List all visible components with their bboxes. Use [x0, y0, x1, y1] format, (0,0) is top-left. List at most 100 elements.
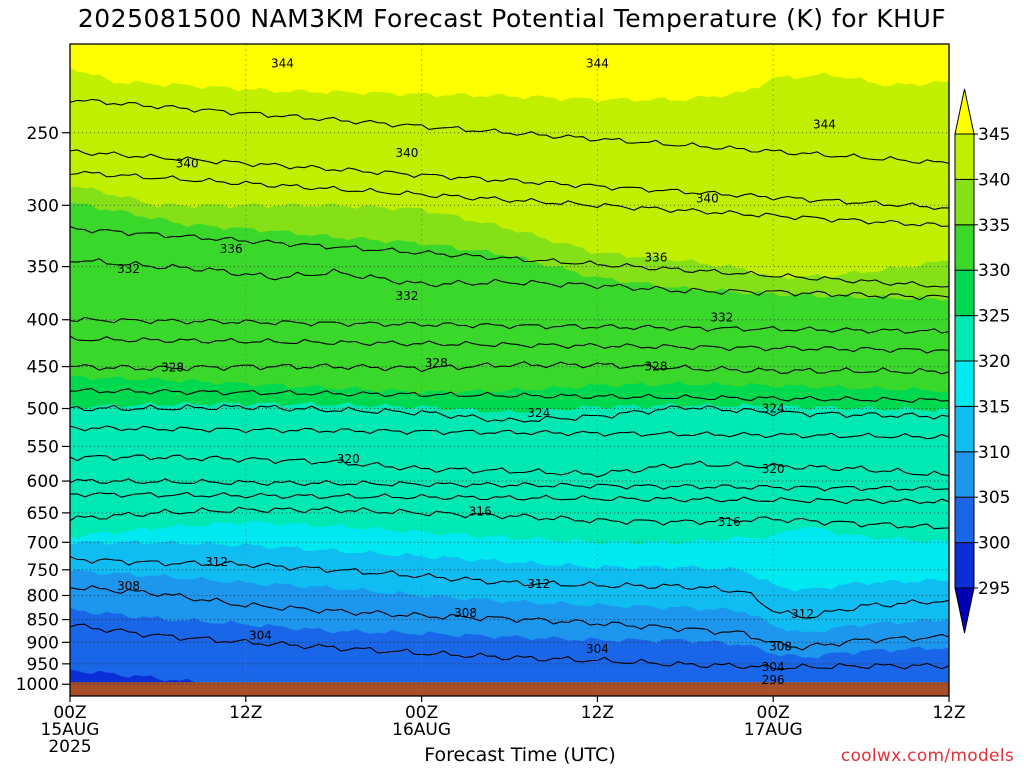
contour-line: [70, 316, 949, 334]
contour-label: 324: [527, 406, 550, 420]
contour-label: 316: [469, 505, 492, 519]
y-tick-label: 550: [27, 437, 59, 457]
legend-swatch: [954, 496, 975, 544]
contour-label: 332: [117, 262, 140, 276]
y-tick-label: 350: [27, 258, 59, 278]
y-tick-label: 700: [27, 533, 59, 553]
contour-label: 320: [337, 452, 360, 466]
x-tick-label: 00Z: [53, 703, 86, 723]
contour-label: 312: [527, 577, 550, 591]
legend-swatch: [954, 224, 975, 271]
contour-label: 304: [762, 660, 785, 674]
contour-line-320: [70, 454, 949, 478]
legend-swatch: [954, 178, 975, 226]
contour-label: 312: [205, 555, 228, 569]
legend-label: 330: [978, 261, 1010, 281]
y-tick-label: 250: [27, 124, 59, 144]
legend-swatch: [954, 542, 975, 589]
fill-band: [70, 607, 949, 696]
plot-frame: [69, 43, 950, 697]
x-tick-label: 12Z: [229, 703, 262, 723]
contour-labels: 344 344 344 340 340 340 336 336 332 332 332 328 328 3…: [117, 56, 836, 687]
legend-label: 300: [978, 534, 1010, 554]
x-tick-label: 2025: [48, 737, 91, 757]
contour-line: [70, 478, 949, 492]
legend-swatch: [954, 587, 975, 634]
contour-label: 332: [710, 311, 733, 325]
contour-label: 344: [271, 56, 294, 70]
legend-label: 315: [978, 397, 1010, 417]
contour-line: [70, 491, 949, 505]
x-tick-label: 00Z: [405, 703, 438, 723]
y-tick-label: 300: [27, 196, 59, 216]
legend-swatch: [954, 133, 975, 180]
x-tick-label: 15AUG: [41, 720, 100, 740]
contour-label: 340: [176, 156, 199, 170]
contour-label: 328: [425, 356, 448, 370]
y-tick-label: 850: [27, 611, 59, 631]
contour-line: [70, 149, 949, 210]
y-tick-label: 600: [27, 472, 59, 492]
contour-line: [70, 425, 949, 440]
legend-swatch: [954, 88, 975, 135]
y-tick-label: 900: [27, 633, 59, 653]
color-legend: 295 300 305 310 315 320 325 330 335 340 345: [954, 88, 1010, 634]
contour-label: 308: [769, 640, 792, 654]
y-tick-label: 400: [27, 311, 59, 331]
y-tick-label: 750: [27, 561, 59, 581]
contour-label: 344: [813, 118, 836, 132]
source-credit: coolwx.com/models: [840, 746, 1014, 766]
contour-label: 304: [249, 629, 272, 643]
y-tick-label: 450: [27, 358, 59, 378]
y-tick-label: 950: [27, 655, 59, 675]
chart-title: 2025081500 NAM3KM Forecast Potential Tem…: [77, 4, 947, 33]
contour-line-312: [70, 556, 949, 619]
x-axis-label: Forecast Time (UTC): [424, 744, 616, 766]
filled-contours: [70, 67, 949, 696]
y-tick-label: 800: [27, 586, 59, 606]
x-tick-label: 12Z: [581, 703, 614, 723]
y-tick-label: 500: [27, 400, 59, 420]
contour-label: 328: [645, 360, 668, 374]
ground-below-surface: [70, 682, 949, 696]
contour-line: [70, 388, 949, 403]
contour-label: 296: [762, 673, 785, 687]
contour-label: 308: [454, 606, 477, 620]
contour-label: 324: [762, 402, 785, 416]
legend-label: 305: [978, 488, 1010, 508]
contour-line: [70, 335, 949, 354]
contour-line: [70, 170, 949, 227]
contour-line-328: [70, 361, 949, 375]
y-axis: 2503003504004505005506006507007508008509…: [16, 124, 70, 695]
contour-label: 304: [586, 642, 609, 656]
x-tick-label: 16AUG: [392, 720, 451, 740]
contour-line: [70, 225, 949, 288]
contour-line-324: [70, 404, 949, 423]
contour-line-332: [70, 258, 949, 301]
x-tick-label: 12Z: [932, 703, 965, 723]
legend-label: 340: [978, 170, 1010, 190]
contour-label: 336: [220, 242, 243, 256]
legend-swatch: [954, 405, 975, 453]
legend-label: 325: [978, 307, 1010, 327]
legend-swatch: [954, 360, 975, 407]
contour-line-316: [70, 506, 949, 530]
legend-swatch: [954, 451, 975, 498]
y-tick-label: 1000: [16, 675, 59, 695]
contour-label: 320: [762, 462, 785, 476]
legend-label: 310: [978, 443, 1010, 463]
contour-line: [70, 98, 949, 164]
contour-lines: [70, 98, 949, 671]
contour-label: 340: [696, 192, 719, 206]
contour-label: 344: [586, 56, 609, 70]
x-tick-label: 00Z: [757, 703, 790, 723]
contour-label: 328: [161, 360, 184, 374]
legend-label: 295: [978, 579, 1010, 599]
contour-label: 316: [718, 515, 741, 529]
legend-swatch: [954, 269, 975, 317]
contour-label: 312: [791, 607, 814, 621]
x-tick-label: 17AUG: [744, 720, 803, 740]
legend-swatch: [954, 315, 975, 362]
